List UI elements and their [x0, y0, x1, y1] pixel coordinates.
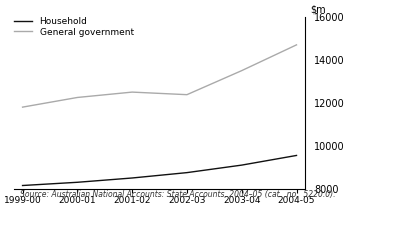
- Text: Source: Australian National Accounts: State Accounts, 2004–05 (cat.  no.  5220.0: Source: Australian National Accounts: St…: [20, 190, 335, 200]
- Legend: Household, General government: Household, General government: [14, 17, 134, 37]
- General government: [75, 96, 80, 99]
- General government: [185, 93, 189, 96]
- General government: [294, 44, 299, 46]
- Household: [75, 181, 80, 184]
- General government: [130, 91, 135, 94]
- Text: $m: $m: [310, 4, 326, 14]
- Household: [239, 164, 244, 166]
- Household: [294, 154, 299, 157]
- Line: Household: Household: [23, 155, 297, 185]
- Household: [130, 177, 135, 179]
- Household: [20, 184, 25, 187]
- General government: [239, 69, 244, 72]
- Household: [185, 171, 189, 174]
- Line: General government: General government: [23, 45, 297, 107]
- General government: [20, 106, 25, 109]
